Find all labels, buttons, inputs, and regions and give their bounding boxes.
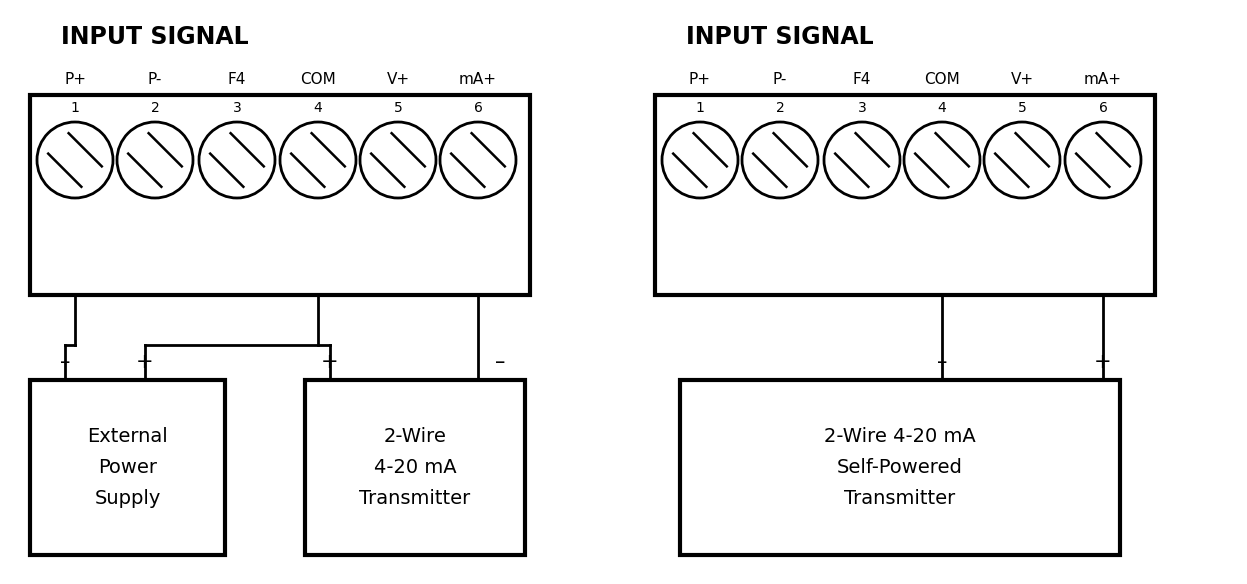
Circle shape (37, 122, 113, 198)
Text: 6: 6 (474, 101, 483, 115)
Circle shape (742, 122, 818, 198)
Text: mA+: mA+ (1084, 72, 1122, 88)
Circle shape (904, 122, 980, 198)
Text: –: – (495, 352, 505, 372)
Bar (306, 380, 525, 555)
Text: –: – (60, 352, 70, 372)
Circle shape (200, 122, 276, 198)
Circle shape (1065, 122, 1141, 198)
Circle shape (984, 122, 1060, 198)
Text: 3: 3 (233, 101, 242, 115)
Text: P+: P+ (690, 72, 711, 88)
Bar (30, 95, 530, 295)
Text: 2: 2 (151, 101, 160, 115)
Circle shape (281, 122, 355, 198)
Circle shape (662, 122, 738, 198)
Text: INPUT SIGNAL: INPUT SIGNAL (61, 25, 249, 49)
Text: +: + (322, 352, 339, 372)
Text: 2-Wire 4-20 mA
Self-Powered
Transmitter: 2-Wire 4-20 mA Self-Powered Transmitter (824, 427, 976, 508)
Text: +: + (1094, 352, 1112, 372)
Text: 6: 6 (1099, 101, 1107, 115)
Text: F4: F4 (853, 72, 872, 88)
Text: 1: 1 (696, 101, 705, 115)
Text: P-: P- (148, 72, 162, 88)
Bar (30, 380, 224, 555)
Text: 2-Wire
4-20 mA
Transmitter: 2-Wire 4-20 mA Transmitter (359, 427, 470, 508)
Text: External
Power
Supply: External Power Supply (87, 427, 168, 508)
Circle shape (440, 122, 516, 198)
Text: 5: 5 (1018, 101, 1026, 115)
Text: +: + (136, 352, 153, 372)
Text: F4: F4 (228, 72, 246, 88)
Circle shape (824, 122, 900, 198)
Text: V+: V+ (1010, 72, 1034, 88)
Text: 2: 2 (776, 101, 784, 115)
Circle shape (360, 122, 436, 198)
Text: COM: COM (301, 72, 335, 88)
Bar (655, 95, 1155, 295)
Circle shape (117, 122, 193, 198)
Text: mA+: mA+ (459, 72, 498, 88)
Text: P-: P- (773, 72, 787, 88)
Text: 4: 4 (314, 101, 323, 115)
Text: 1: 1 (71, 101, 80, 115)
Text: COM: COM (924, 72, 960, 88)
Text: V+: V+ (387, 72, 409, 88)
Text: INPUT SIGNAL: INPUT SIGNAL (686, 25, 874, 49)
Bar (680, 380, 1120, 555)
Text: P+: P+ (64, 72, 86, 88)
Text: –: – (936, 352, 948, 372)
Text: 4: 4 (938, 101, 946, 115)
Text: 3: 3 (858, 101, 867, 115)
Text: 5: 5 (394, 101, 403, 115)
